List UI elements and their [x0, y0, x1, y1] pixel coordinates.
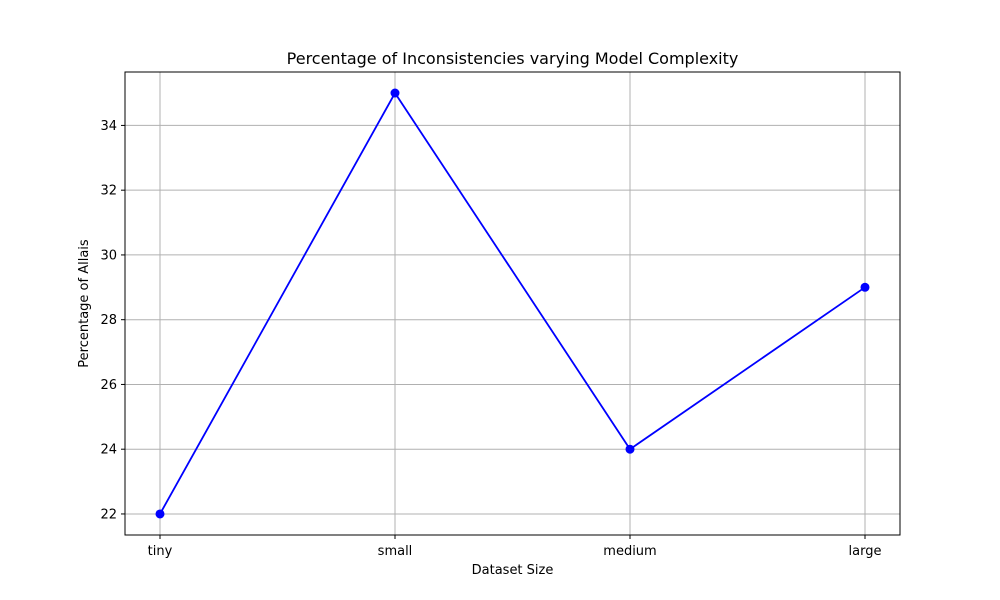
x-tick-label: tiny — [148, 544, 173, 559]
y-tick-label: 24 — [100, 443, 117, 458]
data-point — [625, 444, 635, 454]
y-tick-label: 26 — [100, 378, 117, 393]
y-tick-label: 22 — [100, 507, 117, 522]
y-tick-label: 34 — [100, 119, 117, 134]
y-tick-label: 32 — [100, 184, 117, 199]
plot-area-frame — [124, 71, 901, 536]
series-line — [159, 92, 866, 515]
grid-lines — [125, 72, 900, 535]
y-tick-label: 28 — [100, 313, 117, 328]
x-axis-label: Dataset Size — [472, 563, 554, 578]
y-axis-label: Percentage of Allais — [77, 239, 92, 368]
x-tick-label: medium — [603, 544, 656, 559]
series-layer — [155, 88, 870, 519]
data-point — [860, 282, 870, 292]
y-tick-label: 30 — [100, 248, 117, 263]
axis-ticks: tiny small medium large 22 24 26 28 30 32 34 — [100, 119, 881, 559]
x-tick-label: large — [849, 544, 882, 559]
data-point — [390, 88, 400, 98]
data-point — [155, 509, 165, 519]
chart-title: Percentage of Inconsistencies varying Mo… — [287, 49, 739, 68]
x-tick-label: small — [378, 544, 413, 559]
